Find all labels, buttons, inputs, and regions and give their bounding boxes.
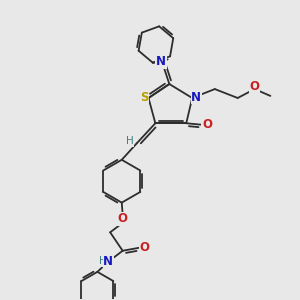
Text: N: N (156, 55, 166, 68)
Text: H: H (99, 256, 106, 266)
Text: O: O (140, 241, 149, 254)
Text: O: O (118, 212, 128, 226)
Text: S: S (140, 91, 148, 103)
Text: H: H (126, 136, 134, 146)
Text: N: N (191, 91, 201, 103)
Text: O: O (202, 118, 212, 131)
Text: O: O (250, 80, 260, 93)
Text: N: N (103, 255, 113, 268)
